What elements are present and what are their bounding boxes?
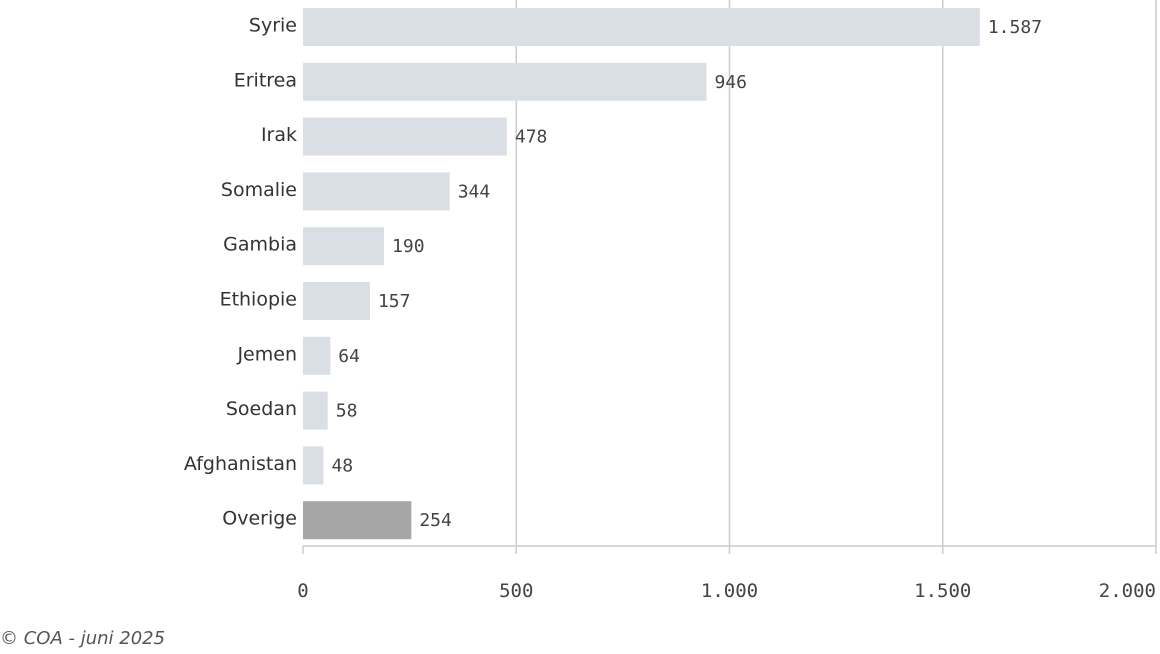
x-tick-label: 1.500 <box>914 580 971 602</box>
bar-overige <box>303 501 412 540</box>
bar-somalie <box>303 172 450 211</box>
category-label: Syrie <box>249 15 297 37</box>
bar-eritrea <box>303 62 707 101</box>
value-label: 1.587 <box>988 17 1042 38</box>
category-label: Jemen <box>236 343 297 365</box>
bar-afghanistan <box>303 446 324 485</box>
x-tick-label: 500 <box>499 580 533 602</box>
value-label: 58 <box>336 401 358 422</box>
value-label: 190 <box>392 236 425 257</box>
x-tick-label: 1.000 <box>701 580 758 602</box>
bar-irak <box>303 117 507 156</box>
bar-gambia <box>303 227 385 266</box>
gridlines <box>515 0 1157 546</box>
category-label: Overige <box>222 508 297 530</box>
bar-jemen <box>303 336 331 375</box>
value-label: 344 <box>458 181 491 202</box>
category-label: Gambia <box>223 234 297 256</box>
value-labels: 1.587 946 478 344 190 157 64 58 48 254 <box>331 17 1042 531</box>
bar-ethiopie <box>303 282 370 320</box>
value-label: 64 <box>338 346 360 367</box>
x-tick-label: 0 <box>297 580 308 602</box>
category-label: Eritrea <box>234 69 297 91</box>
source-credit: © COA - juni 2025 <box>0 628 166 649</box>
bar-soedan <box>303 391 328 430</box>
category-label: Soedan <box>226 398 297 420</box>
category-label: Irak <box>261 124 297 146</box>
bar-syrie <box>303 8 980 46</box>
value-label: 157 <box>378 291 411 312</box>
value-label: 48 <box>331 455 353 476</box>
category-labels: Syrie Eritrea Irak Somalie Gambia Ethiopie Jem… <box>184 15 297 530</box>
value-label: 946 <box>714 72 747 93</box>
category-label: Ethiopie <box>220 289 297 311</box>
value-label: 478 <box>515 127 548 148</box>
x-tick-label: 2.000 <box>1099 580 1156 602</box>
x-axis: 0 500 1.000 1.500 2.000 <box>297 545 1157 602</box>
value-label: 254 <box>419 510 452 531</box>
bars <box>303 8 980 540</box>
category-label: Somalie <box>221 179 297 201</box>
category-label: Afghanistan <box>184 453 297 475</box>
